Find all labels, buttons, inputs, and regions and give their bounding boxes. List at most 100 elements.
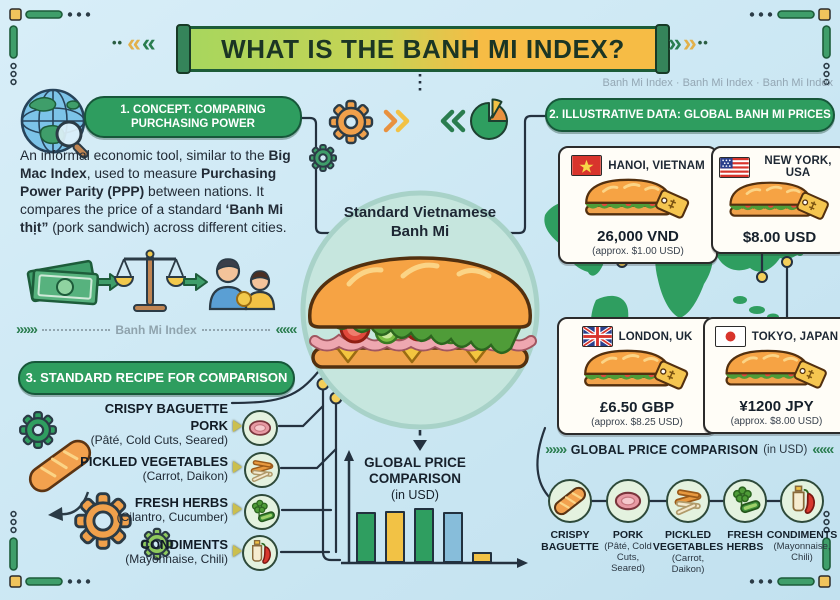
recipe-item-name: CRISPY BAGUETTE <box>104 401 228 416</box>
comparison-item-detail: (Pâté, Cold Cuts, Seared) <box>604 541 652 574</box>
gear-icon <box>140 527 174 561</box>
chart-bar-1 <box>385 511 405 563</box>
mini-sandwich-price-tag-icon <box>724 349 827 389</box>
comparison-item: CONDIMENTS (Mayonnaise, Chili) <box>767 479 837 576</box>
dots-decoration: •• <box>697 35 709 50</box>
card-header: NEW YORK, USA <box>719 155 840 179</box>
dotted-line <box>201 328 271 331</box>
price-card-hanoi: HANOI, VIETNAM 26,000 VND (approx. $1.00… <box>558 146 718 264</box>
mini-sandwich-price-tag-icon <box>584 349 689 390</box>
desc-text: , used to measure <box>86 165 201 181</box>
comparison-item-name: PORK <box>612 529 644 541</box>
chart-title-line3: (in USD) <box>391 488 439 502</box>
card-city: HANOI, VIETNAM <box>608 159 705 172</box>
chart-bar-2 <box>414 508 434 563</box>
card-header: TOKYO, JAPAN <box>711 326 840 347</box>
card-city: TOKYO, JAPAN <box>751 330 839 343</box>
recipe-item-detail: (Cilantro, Cucumber) <box>116 510 228 524</box>
triangle-bullet-icon <box>233 545 242 557</box>
chevrons-left-icon: ««« <box>275 321 297 338</box>
recipe-badge-label: 3. STANDARD RECIPE FOR COMPARISON <box>25 369 288 385</box>
pickled-vegetables-icon <box>244 452 280 488</box>
gear-icon <box>19 411 57 449</box>
concept-badge: 1. CONCEPT: COMPARING PURCHASING POWER <box>84 96 302 138</box>
comparison-item-name: PICKLED VEGETABLES <box>652 529 724 554</box>
title-banner: WHAT IS THE BANH MI INDEX? <box>176 24 670 74</box>
price-card-london: LONDON, UK £6.50 GBP (approx. $8.25 USD) <box>557 317 717 435</box>
chart-bar-3 <box>443 512 463 563</box>
pork-icon <box>242 410 278 446</box>
card-city: NEW YORK, USA <box>764 155 832 179</box>
recipe-item-detail: (Carrot, Daikon) <box>142 469 228 483</box>
money-icon <box>26 259 100 306</box>
chevrons-right-icon: »»» <box>16 321 38 338</box>
gear-icon <box>308 143 338 173</box>
card-approx-price: (approx. $1.00 USD) <box>592 246 684 257</box>
recipe-item-name: CONDIMENTS <box>140 537 228 552</box>
comparison-title-suffix: (in USD) <box>763 443 808 456</box>
chart-bar-0 <box>356 512 376 563</box>
chevrons-right-icon: »»» <box>545 441 567 458</box>
comparison-header: »»» GLOBAL PRICE COMPARISON (in USD) ««« <box>540 441 838 458</box>
chevron-right-icon: » <box>682 29 697 57</box>
gear-icon <box>328 99 374 145</box>
recipe-badge: 3. STANDARD RECIPE FOR COMPARISON <box>18 361 295 395</box>
corner-decorations <box>9 8 831 588</box>
fresh-herbs-icon <box>723 479 767 523</box>
x-axis-arrowhead <box>517 558 528 568</box>
banner-cap-left <box>176 24 191 74</box>
chart-bar-4 <box>472 552 492 563</box>
price-card-tokyo: TOKYO, JAPAN ¥1200 JPY (approx. $8.00 US… <box>703 317 840 434</box>
desc-text-bold: Purchasing Power Parity (PPP) <box>20 165 277 199</box>
recipe-item-detail: (Pâté, Cold Cuts, Seared) <box>90 433 228 447</box>
card-city: LONDON, UK <box>618 330 693 343</box>
desc-text: An informal economic tool, similar to th… <box>20 148 269 163</box>
comparison-item: FRESH HERBS <box>720 479 770 576</box>
recipe-item-detail: (Mayonnaise, Chili) <box>125 552 228 566</box>
banner-cap-right <box>655 24 670 74</box>
banh-mi-sandwich-illustration <box>308 256 537 369</box>
card-price: ¥1200 JPY <box>739 398 814 415</box>
baguette-icon <box>548 479 592 523</box>
chevron-right-icon: » <box>668 29 682 57</box>
comparison-item-name: CONDIMENTS <box>766 529 838 541</box>
condiments-icon <box>780 479 824 523</box>
usa-flag <box>719 156 750 178</box>
card-price: 26,000 VND <box>597 228 679 245</box>
condiments-icon <box>242 535 278 571</box>
arrow-right-icon <box>183 273 208 291</box>
dots-decoration: •• <box>112 35 124 50</box>
scales-icon <box>113 249 187 312</box>
card-header: LONDON, UK <box>565 326 709 347</box>
chart-axes <box>341 461 518 565</box>
recipe-item-name: FRESH HERBS <box>134 495 228 510</box>
triangle-bullet-icon <box>233 420 242 432</box>
comparison-item: PICKLED VEGETABLES (Carrot, Daikon) <box>652 479 724 576</box>
triangle-bullet-icon <box>233 503 242 515</box>
recipe-item-name: PICKLED VEGETABLES <box>80 454 228 469</box>
baguette-icon <box>28 439 92 493</box>
people-icon <box>208 258 276 311</box>
chart-title-line1: GLOBAL PRICE <box>364 455 466 470</box>
pie-chart-icon <box>470 98 509 140</box>
watermark-text: Banh Mi Index · Banh Mi Index · Banh Mi … <box>602 77 833 89</box>
concept-badge-label: 1. CONCEPT: COMPARING PURCHASING POWER <box>120 103 266 130</box>
comparison-item-name: CRISPY BAGUETTE <box>541 529 599 554</box>
dotted-line <box>41 328 111 331</box>
chevrons-left-icon <box>440 109 466 133</box>
curved-arrow-icon <box>59 491 90 516</box>
comparison-item: PORK (Pâté, Cold Cuts, Seared) <box>600 479 656 576</box>
comparison-item-detail: (Carrot, Daikon) <box>671 553 705 576</box>
comparison-ingredients-row: CRISPY BAGUETTE PORK (Pâté, Cold Cuts, S… <box>540 479 837 576</box>
pickled-vegetables-icon <box>666 479 710 523</box>
fresh-herbs-icon <box>244 494 280 530</box>
desc-text: between nations. It compares the price o… <box>20 183 264 217</box>
uk-flag <box>581 326 613 347</box>
chart-title-line2: COMPARISON <box>368 471 461 486</box>
japan-flag <box>714 326 746 347</box>
card-header: HANOI, VIETNAM <box>566 155 710 176</box>
chevron-left-icon: « <box>127 29 141 57</box>
chevrons-left-icon: ««« <box>812 441 834 458</box>
mini-sandwich-price-tag-icon <box>728 181 829 220</box>
